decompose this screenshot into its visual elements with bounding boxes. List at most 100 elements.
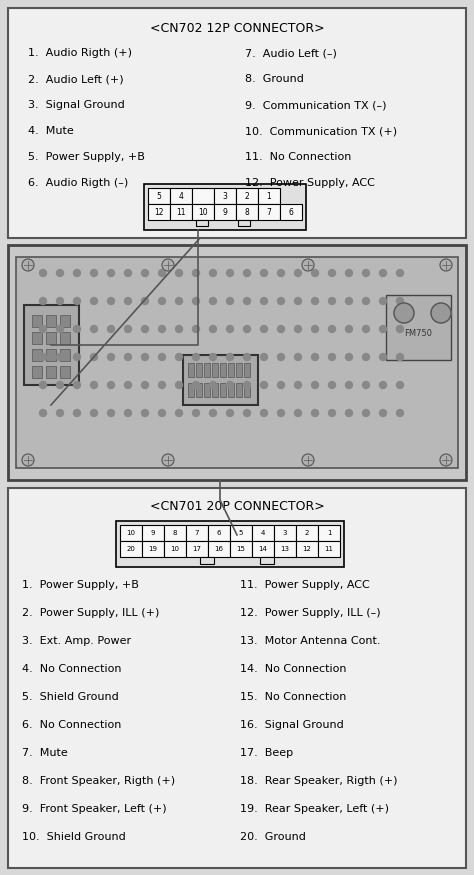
Circle shape: [328, 298, 336, 304]
Circle shape: [346, 410, 353, 416]
Circle shape: [311, 382, 319, 388]
Circle shape: [277, 382, 284, 388]
Bar: [196, 363, 202, 377]
Bar: [196, 220, 208, 226]
Text: 8: 8: [245, 207, 249, 216]
Text: 17.  Beep: 17. Beep: [240, 748, 293, 758]
Bar: [200, 557, 214, 564]
Circle shape: [244, 382, 250, 388]
Circle shape: [39, 354, 46, 360]
Text: 11: 11: [325, 546, 334, 552]
Circle shape: [175, 382, 182, 388]
Bar: [196, 383, 202, 397]
Bar: [220, 383, 226, 397]
Text: 2: 2: [245, 192, 249, 200]
Text: 16.  Signal Ground: 16. Signal Ground: [240, 720, 344, 730]
Text: 9: 9: [151, 530, 155, 536]
Text: 1.  Power Supply, +B: 1. Power Supply, +B: [22, 580, 139, 590]
Circle shape: [39, 270, 46, 276]
Bar: [144, 184, 306, 230]
Text: 5.  Shield Ground: 5. Shield Ground: [22, 692, 119, 702]
Circle shape: [227, 410, 234, 416]
Circle shape: [277, 298, 284, 304]
Text: 5: 5: [239, 530, 243, 536]
Bar: [214, 188, 236, 204]
Text: 6: 6: [217, 530, 221, 536]
Circle shape: [125, 382, 131, 388]
Bar: [220, 363, 226, 377]
Bar: [244, 363, 250, 377]
Circle shape: [440, 454, 452, 466]
Circle shape: [142, 382, 148, 388]
Text: 5: 5: [156, 192, 162, 200]
Text: 9: 9: [223, 207, 228, 216]
Circle shape: [73, 298, 81, 304]
Text: 7.  Mute: 7. Mute: [22, 748, 68, 758]
Circle shape: [261, 298, 267, 304]
Bar: [170, 188, 192, 204]
Text: 4: 4: [261, 530, 265, 536]
Circle shape: [158, 298, 165, 304]
Circle shape: [311, 298, 319, 304]
Circle shape: [227, 270, 234, 276]
Bar: [188, 363, 194, 377]
Bar: [164, 541, 186, 557]
Circle shape: [56, 326, 64, 332]
Text: 6.  Audio Rigth (–): 6. Audio Rigth (–): [28, 178, 128, 188]
Circle shape: [56, 298, 64, 304]
Circle shape: [108, 298, 115, 304]
Text: 12.  Power Supply, ACC: 12. Power Supply, ACC: [245, 178, 375, 188]
Circle shape: [158, 410, 165, 416]
Text: 13.  Motor Antenna Cont.: 13. Motor Antenna Cont.: [240, 636, 381, 646]
Circle shape: [261, 382, 267, 388]
Circle shape: [311, 270, 319, 276]
Circle shape: [210, 410, 217, 416]
Circle shape: [175, 354, 182, 360]
Circle shape: [73, 382, 81, 388]
Circle shape: [294, 326, 301, 332]
Circle shape: [56, 410, 64, 416]
Text: 11: 11: [176, 207, 186, 216]
Circle shape: [22, 454, 34, 466]
Circle shape: [125, 270, 131, 276]
Bar: [230, 525, 252, 541]
Text: 10.  Communication TX (+): 10. Communication TX (+): [245, 126, 397, 136]
Circle shape: [175, 298, 182, 304]
Circle shape: [261, 354, 267, 360]
Circle shape: [363, 410, 370, 416]
Circle shape: [346, 382, 353, 388]
Bar: [16, 257, 458, 468]
Circle shape: [396, 382, 403, 388]
Bar: [32, 332, 42, 344]
Bar: [238, 220, 250, 226]
Text: 5.  Power Supply, +B: 5. Power Supply, +B: [28, 152, 145, 162]
Bar: [252, 541, 274, 557]
Circle shape: [39, 410, 46, 416]
Circle shape: [277, 326, 284, 332]
Text: 6: 6: [289, 207, 293, 216]
Circle shape: [108, 382, 115, 388]
Circle shape: [56, 382, 64, 388]
Text: 1: 1: [327, 530, 331, 536]
Bar: [236, 204, 258, 220]
Text: 3: 3: [223, 192, 228, 200]
Circle shape: [162, 259, 174, 271]
Circle shape: [91, 410, 98, 416]
Circle shape: [346, 354, 353, 360]
Bar: [212, 363, 218, 377]
Text: 16: 16: [215, 546, 224, 552]
Circle shape: [125, 326, 131, 332]
Circle shape: [73, 270, 81, 276]
Bar: [32, 349, 42, 361]
Bar: [32, 315, 42, 327]
Bar: [46, 366, 56, 378]
Circle shape: [261, 326, 267, 332]
Text: 7: 7: [195, 530, 199, 536]
Circle shape: [210, 354, 217, 360]
Text: 4.  No Connection: 4. No Connection: [22, 664, 121, 674]
Circle shape: [363, 382, 370, 388]
Circle shape: [396, 298, 403, 304]
Text: 20.  Ground: 20. Ground: [240, 832, 306, 842]
Text: 10: 10: [198, 207, 208, 216]
Text: 9.  Communication TX (–): 9. Communication TX (–): [245, 100, 386, 110]
